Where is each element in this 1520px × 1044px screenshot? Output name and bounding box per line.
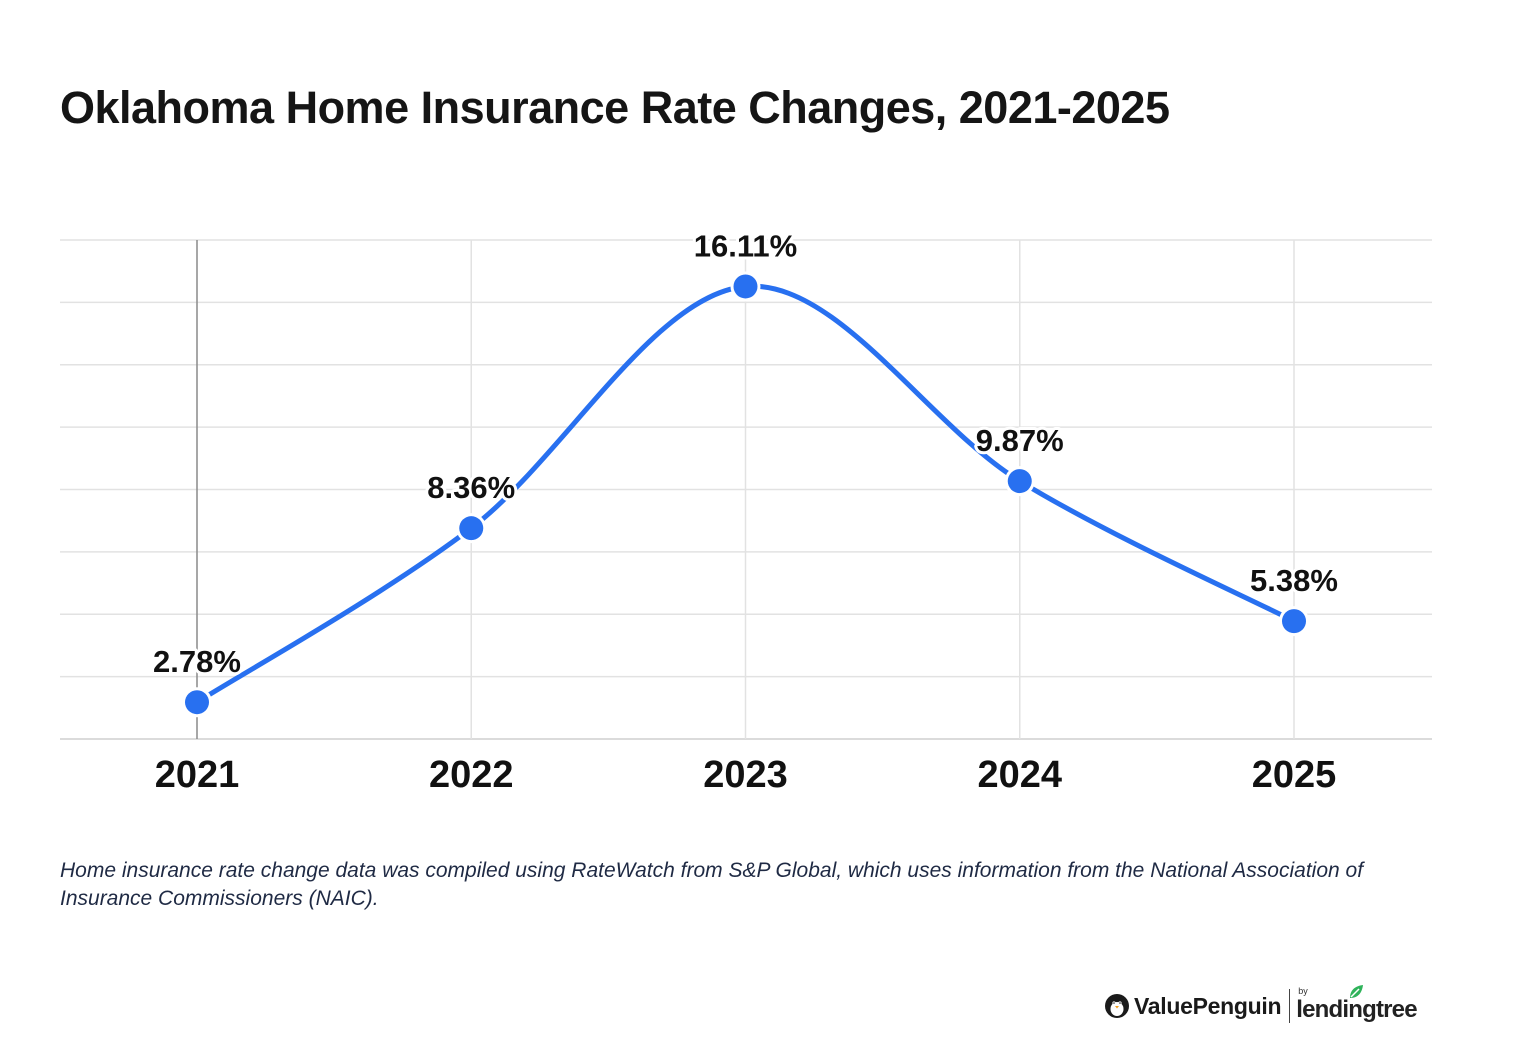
line-chart: 2021 2022 2023 2024 2025 2.78% 8.36% 16.11% 9.8… <box>60 225 1432 796</box>
penguin-icon <box>1104 993 1130 1019</box>
data-point <box>185 690 209 715</box>
data-point <box>1282 609 1306 634</box>
partner-name: lendingtree <box>1296 996 1417 1023</box>
data-label: 9.87% <box>976 423 1064 458</box>
data-label: 8.36% <box>427 470 515 505</box>
partner-by: by <box>1298 986 1308 996</box>
data-labels: 2.78% 8.36% 16.11% 9.87% 5.38% <box>150 225 1341 682</box>
footnote: Home insurance rate change data was comp… <box>60 859 1364 910</box>
chart-title: Oklahoma Home Insurance Rate Changes, 20… <box>60 82 1170 133</box>
data-point <box>1007 469 1032 494</box>
x-tick-label: 2023 <box>703 754 788 796</box>
partner-logo: by lendingtree <box>1296 984 1418 1028</box>
x-tick-label: 2022 <box>429 754 514 796</box>
x-axis-ticks: 2021 2022 2023 2024 2025 <box>155 754 1337 796</box>
data-point <box>459 516 484 541</box>
x-tick-label: 2024 <box>977 754 1062 796</box>
data-label: 16.11% <box>694 228 797 263</box>
brand-name: ValuePenguin <box>1134 992 1282 1019</box>
grid-lines <box>60 239 1432 740</box>
leaf-icon <box>1348 984 1364 1005</box>
data-points <box>182 271 1309 718</box>
brand-logo: ValuePenguin by lendingtree <box>1104 984 1434 1028</box>
brand-divider <box>1289 989 1291 1023</box>
x-tick-label: 2025 <box>1252 754 1337 796</box>
x-tick-label: 2021 <box>155 754 240 796</box>
data-label: 5.38% <box>1250 563 1338 598</box>
data-label: 2.78% <box>153 644 241 679</box>
data-point <box>733 274 758 299</box>
